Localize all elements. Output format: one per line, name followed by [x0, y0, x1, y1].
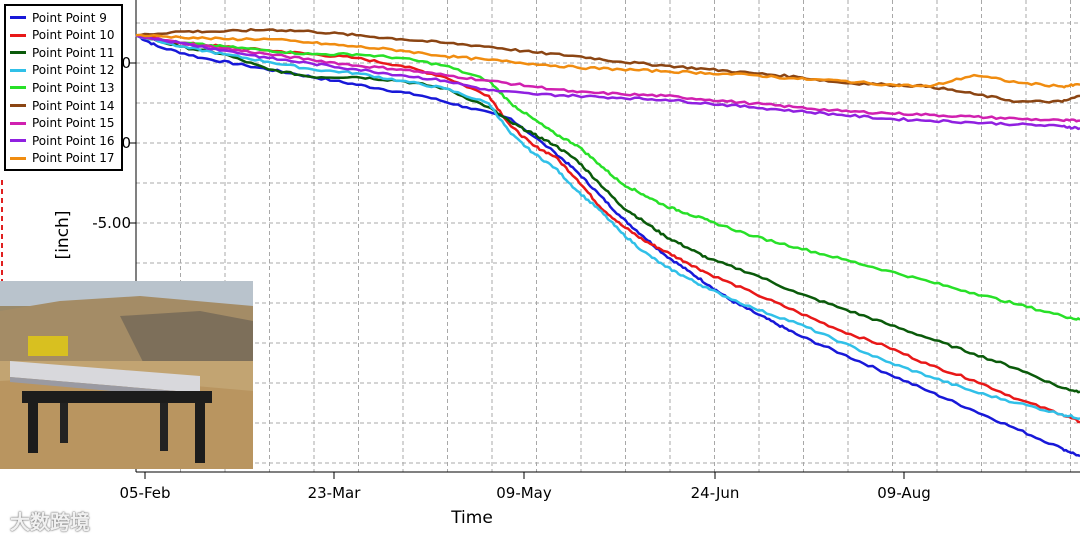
watermark-text: 大数跨境	[10, 510, 90, 534]
series-layer	[135, 27, 1080, 458]
x-tick-label: 09-Aug	[877, 484, 930, 502]
legend-label: Point Point 17	[32, 151, 115, 166]
x-tick-label: 24-Jun	[691, 484, 740, 502]
y-axis-label: [inch]	[53, 211, 73, 260]
x-tick-label: 09-May	[496, 484, 552, 502]
legend-item: Point Point 11	[10, 44, 115, 61]
legend-item: Point Point 15	[10, 115, 115, 132]
legend-swatch	[10, 104, 26, 107]
legend-item: Point Point 16	[10, 132, 115, 149]
legend-item: Point Point 12	[10, 62, 115, 79]
x-axis-label: Time	[450, 508, 493, 528]
series-line	[135, 34, 1080, 123]
legend-swatch	[10, 33, 26, 37]
legend-swatch	[10, 139, 26, 143]
series-line	[135, 34, 1080, 321]
legend-item: Point Point 9	[10, 9, 107, 26]
legend-item: Point Point 14	[10, 97, 115, 114]
x-tick-labels: 05-Feb 23-Mar 09-May 24-Jun 09-Aug	[119, 472, 931, 502]
legend-swatch	[10, 16, 26, 19]
legend-swatch	[10, 156, 26, 160]
series-line	[135, 27, 1080, 104]
legend-swatch	[10, 68, 26, 72]
series-line	[135, 34, 1080, 421]
x-tick-label: 23-Mar	[308, 484, 362, 502]
chart-legend: Point Point 9 Point Point 10 Point Point 1…	[4, 4, 123, 171]
series-line	[135, 34, 1080, 394]
legend-swatch	[10, 121, 26, 125]
legend-item: Point Point 10	[10, 27, 115, 44]
x-tick-label: 05-Feb	[119, 484, 170, 502]
legend-label: Point Point 10	[32, 28, 115, 43]
y-tick-label: -5.00	[92, 214, 131, 232]
legend-label: Point Point 13	[32, 80, 115, 95]
series-line	[135, 34, 1080, 131]
series-line	[135, 33, 1080, 424]
legend-item: Point Point 13	[10, 79, 115, 96]
legend-label: Point Point 15	[32, 116, 115, 131]
legend-item: Point Point 17	[10, 150, 115, 167]
equipment-photo	[0, 281, 253, 469]
legend-swatch	[10, 86, 26, 90]
legend-label: Point Point 16	[32, 133, 115, 148]
legend-label: Point Point 12	[32, 63, 115, 78]
legend-label: Point Point 9	[32, 10, 107, 25]
legend-label: Point Point 11	[32, 45, 115, 60]
series-line	[135, 33, 1080, 89]
legend-label: Point Point 14	[32, 98, 115, 113]
legend-swatch	[10, 51, 26, 55]
series-line	[135, 34, 1080, 458]
